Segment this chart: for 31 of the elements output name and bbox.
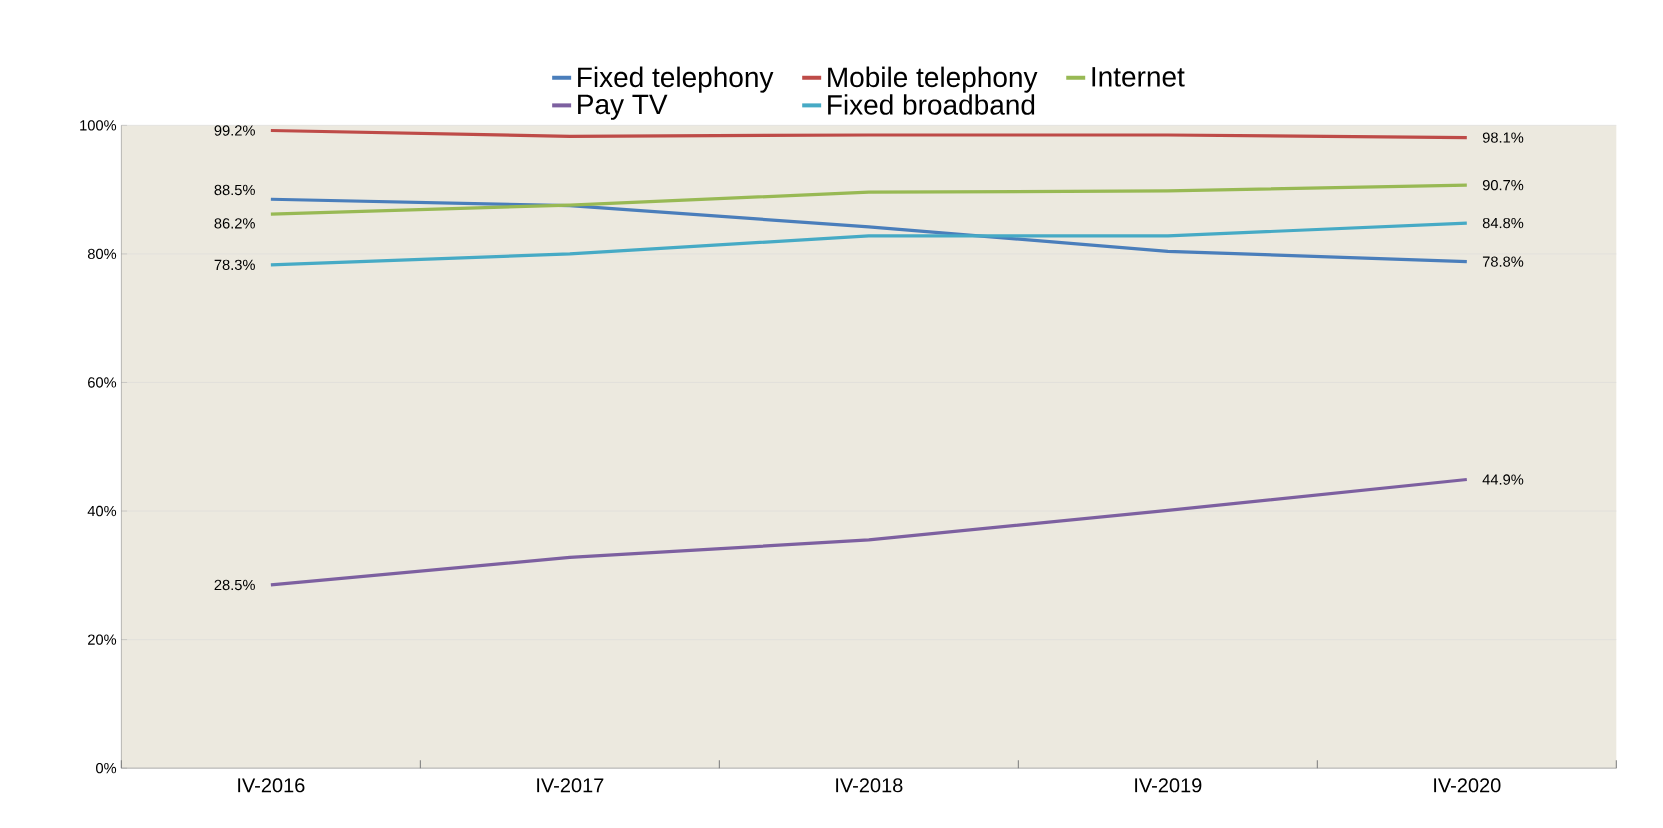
y-tick-label: 80%	[87, 248, 117, 260]
line-series	[269, 477, 1469, 587]
data-label: 78.8%	[1482, 256, 1524, 267]
line-series	[269, 197, 1469, 264]
y-tick-label: 100%	[80, 120, 117, 131]
data-label: 99.2%	[214, 125, 255, 136]
legend-label: Mobile telephony	[828, 66, 1038, 93]
x-tick-label: IV-2018	[836, 778, 903, 793]
legend-label: Fixed telephony	[578, 66, 774, 93]
data-label: 86.2%	[214, 218, 255, 229]
x-tick-label: IV-2016	[238, 778, 305, 793]
data-label: 44.9%	[1482, 474, 1524, 485]
y-tick-label: 40%	[87, 505, 117, 517]
x-tick-label: IV-2017	[537, 778, 604, 793]
data-label: 88.5%	[214, 184, 255, 196]
legend-label: Internet	[1092, 67, 1185, 87]
y-tick-label: 0%	[96, 762, 117, 774]
line-series	[269, 221, 1469, 267]
data-label: 90.7%	[1482, 179, 1524, 191]
data-label: 78.3%	[214, 259, 255, 270]
x-tick-label: IV-2020	[1434, 778, 1501, 793]
line-series	[269, 128, 1469, 140]
legend-label: Fixed broadband	[828, 94, 1035, 115]
data-label: 98.1%	[1482, 132, 1524, 143]
data-label: 84.8%	[1482, 217, 1524, 229]
x-tick-label: IV-2019	[1135, 778, 1202, 793]
legend-label: Pay TV	[578, 94, 668, 120]
data-label: 28.5%	[214, 579, 255, 591]
y-tick-label: 20%	[88, 634, 117, 645]
y-tick-label: 60%	[88, 377, 117, 388]
line-series	[269, 183, 1469, 216]
